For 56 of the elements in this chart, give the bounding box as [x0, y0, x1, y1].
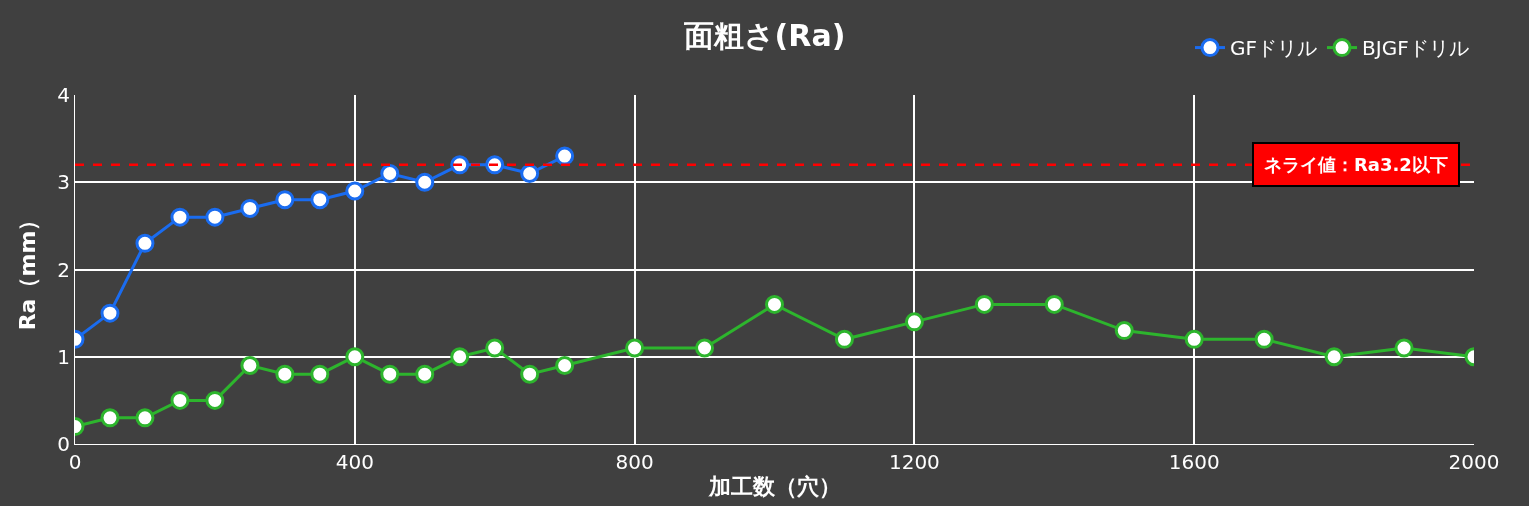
x-tick-label: 400 — [335, 450, 374, 474]
x-axis-title: 加工数（穴） — [707, 473, 841, 499]
point — [1254, 329, 1274, 349]
point — [555, 146, 575, 166]
point — [275, 364, 295, 384]
point — [275, 190, 295, 210]
point — [1184, 329, 1204, 349]
y-tick-label: 1 — [57, 344, 70, 369]
point — [100, 408, 120, 428]
point — [625, 338, 645, 358]
y-tick-label: 2 — [57, 257, 70, 282]
point — [1324, 347, 1344, 367]
ref-line-label: ネライ値：Ra3.2以下 — [1264, 154, 1448, 175]
point — [834, 329, 854, 349]
legend-label: GFドリル — [1230, 36, 1318, 61]
point — [415, 172, 435, 192]
point — [345, 181, 365, 201]
y-tick-label: 0 — [57, 432, 70, 456]
point — [345, 347, 365, 367]
point — [1114, 321, 1134, 341]
point — [450, 155, 470, 175]
point — [100, 303, 120, 323]
point — [205, 207, 225, 227]
point — [520, 164, 540, 184]
point — [135, 233, 155, 253]
point — [765, 294, 784, 314]
legend-label: BJGFドリル — [1362, 36, 1469, 61]
chart-title: 面粗さ(Ra) — [683, 17, 846, 53]
point — [450, 347, 470, 367]
point — [1394, 338, 1414, 358]
point — [170, 390, 190, 410]
point — [310, 190, 330, 210]
point — [240, 198, 260, 218]
y-tick-label: 4 — [57, 83, 70, 107]
point — [485, 338, 505, 358]
point — [310, 364, 330, 384]
point — [205, 390, 225, 410]
x-tick-label: 800 — [615, 450, 654, 474]
point — [380, 164, 400, 184]
x-tick-label: 1600 — [1168, 450, 1220, 474]
point — [415, 364, 435, 384]
point — [1044, 294, 1064, 314]
point — [485, 155, 505, 175]
point — [240, 355, 260, 375]
point — [555, 355, 575, 375]
point — [170, 207, 190, 227]
point — [135, 408, 155, 428]
point — [520, 364, 540, 384]
point — [380, 364, 400, 384]
point — [904, 312, 924, 332]
point — [974, 294, 994, 314]
x-tick-label: 1200 — [888, 450, 940, 474]
point — [695, 338, 715, 358]
y-axis-title: Ra（mm） — [15, 208, 41, 331]
y-tick-label: 3 — [57, 170, 70, 195]
x-tick-label: 2000 — [1448, 450, 1500, 474]
